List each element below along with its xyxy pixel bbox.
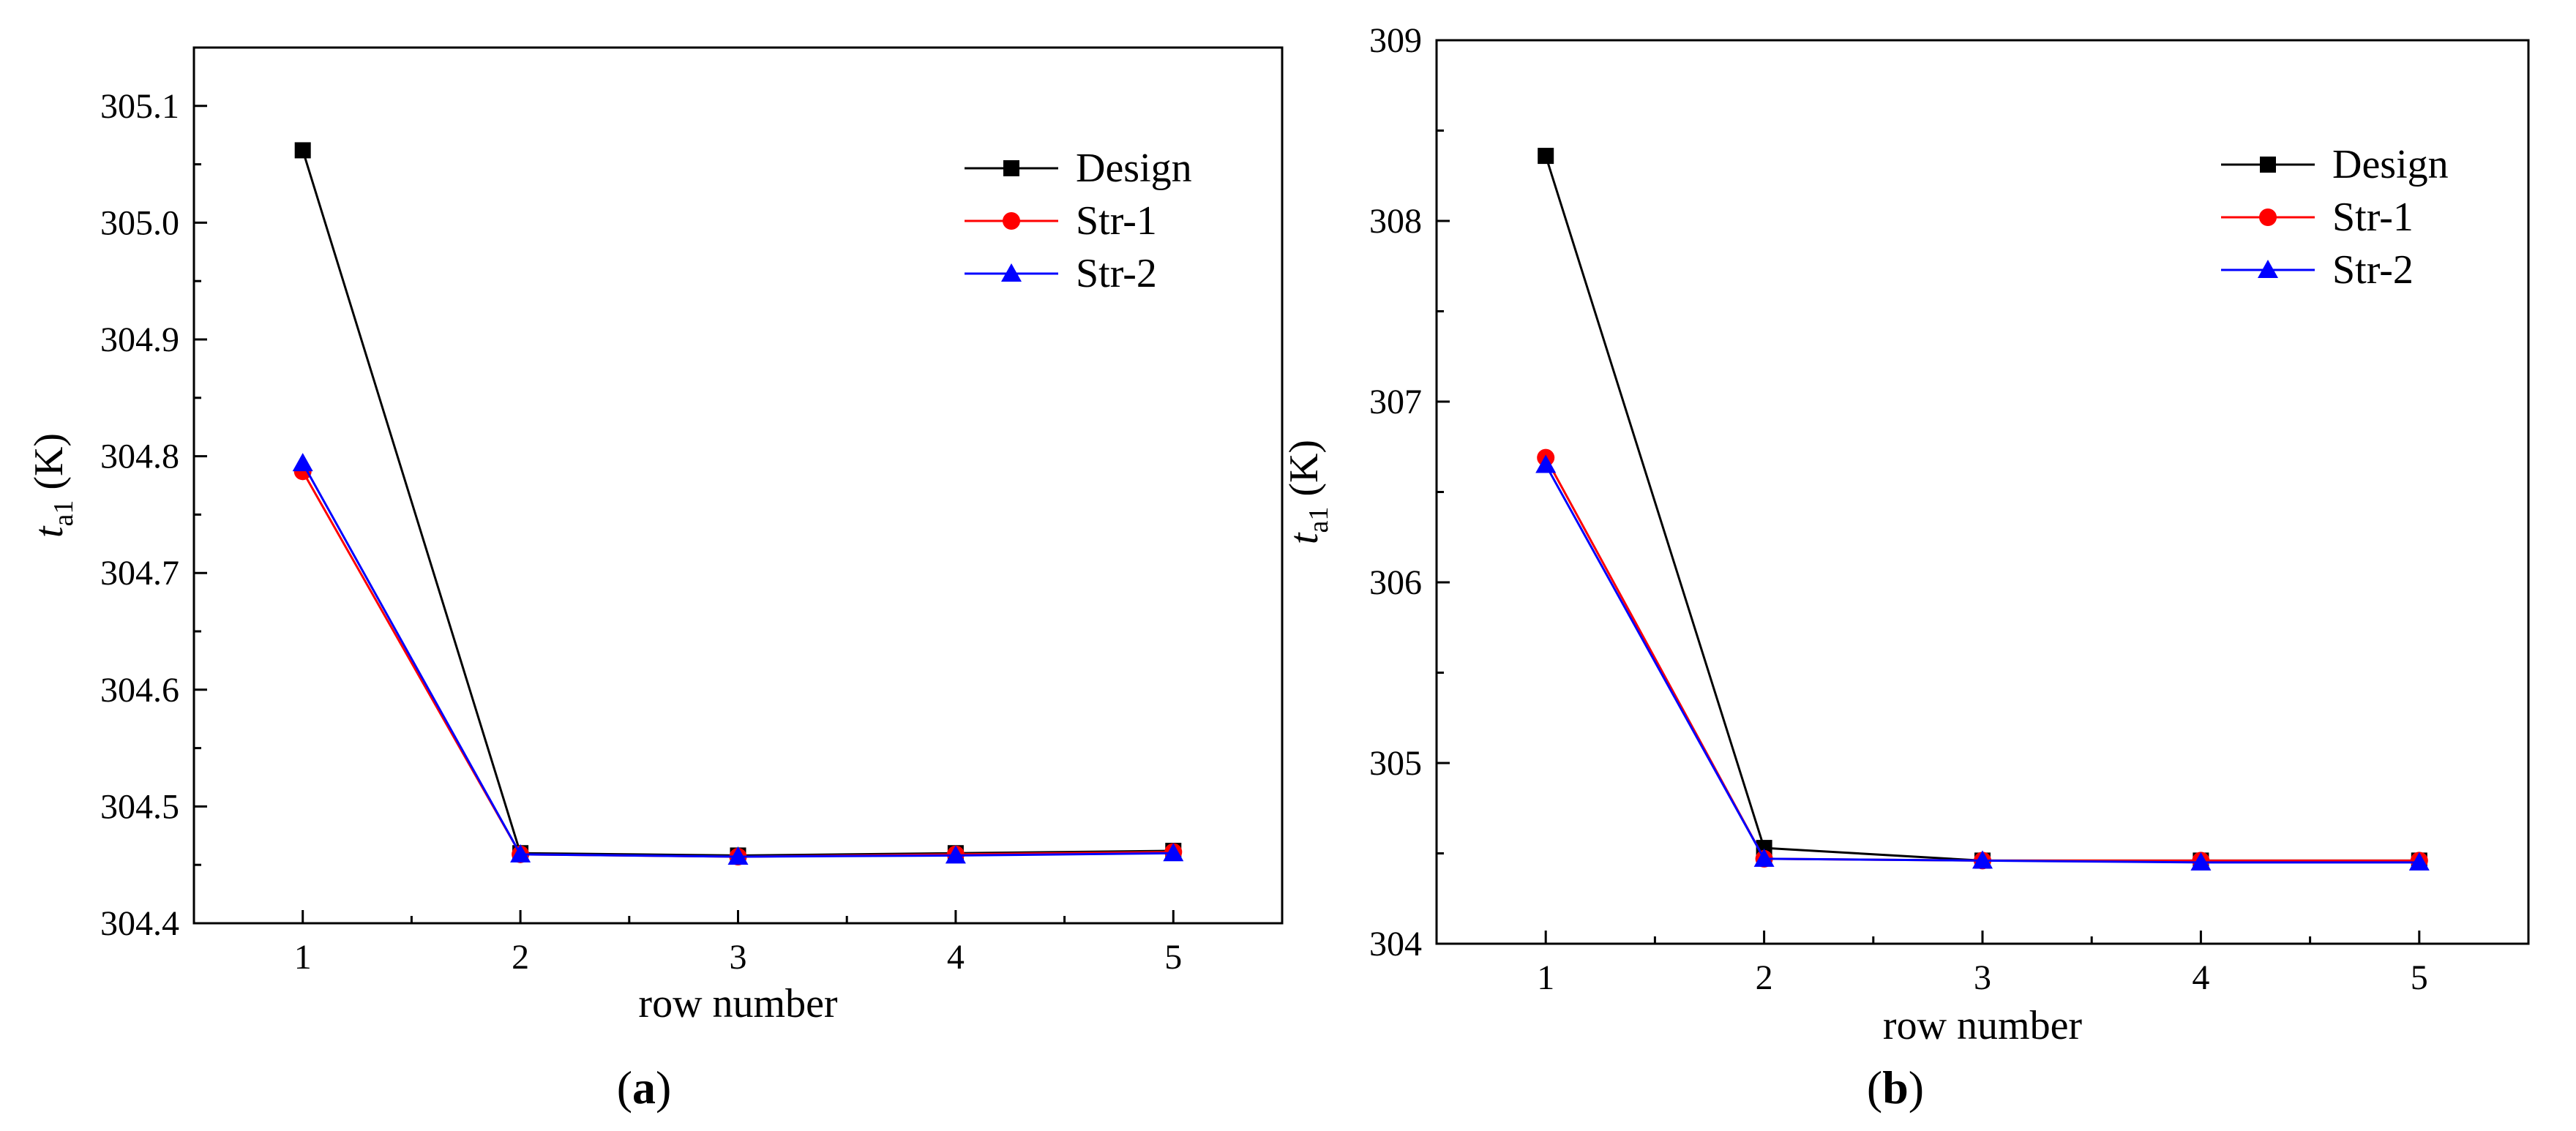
panel-caption-open: ( (617, 1062, 632, 1113)
chart-panel-a: 304.4 304.5 304.6 304.7 304.8 304.9 305.0 305.1… (26, 46, 1284, 1113)
data-point-str-2 (1972, 850, 1993, 869)
panel-caption: (b) (1867, 1062, 1924, 1113)
panel-caption-close: ) (1909, 1062, 1924, 1113)
data-point-str-2 (2190, 852, 2212, 871)
y-axis-title: ta1 (K) (1281, 440, 1334, 544)
legend-marker-str-1 (2259, 208, 2277, 226)
y-tick-label: 309 (1369, 21, 1422, 60)
series-line-str-2 (302, 462, 1174, 858)
x-tick-label: 1 (1537, 958, 1554, 997)
series-line-str-2 (1544, 464, 2419, 864)
legend-marker-design (2260, 157, 2276, 173)
legend-label-str-1: Str-1 (2332, 195, 2414, 240)
y-tick-label: 307 (1369, 383, 1422, 421)
data-point-design (1538, 148, 1554, 165)
y-tick-label: 304.9 (100, 320, 179, 359)
data-point-str-2 (1163, 843, 1184, 862)
panel-caption-close: ) (656, 1062, 671, 1113)
y-axis-title-unit: (K) (1281, 440, 1327, 497)
data-point-str-2 (2408, 852, 2430, 871)
data-point-str-2 (292, 453, 313, 472)
y-axis-title-subscript: a1 (1303, 507, 1334, 533)
legend-label-str-2: Str-2 (2332, 247, 2414, 293)
y-tick-label: 304 (1369, 925, 1422, 963)
data-point-str-2 (1535, 454, 1557, 473)
x-tick-label: 4 (2192, 958, 2209, 997)
legend: Design Str-1 Str-2 (2221, 142, 2449, 293)
series-line-str-1 (1544, 456, 2419, 862)
y-tick-label: 304.8 (100, 437, 179, 476)
x-tick-label: 4 (947, 938, 965, 977)
y-tick-label: 305.1 (100, 87, 179, 126)
legend-label-design: Design (1076, 146, 1192, 191)
y-tick-label: 304.6 (100, 671, 179, 710)
data-point-str-2 (510, 843, 531, 863)
y-tick-label: 304.5 (100, 787, 179, 826)
legend-marker-str-1 (1003, 212, 1020, 230)
legend-label-design: Design (2332, 142, 2449, 187)
y-tick-label: 304.7 (100, 554, 179, 593)
x-axis-title: row number (638, 981, 838, 1026)
panel-caption-open: ( (1867, 1062, 1882, 1113)
y-axis-title-symbol: t (26, 525, 72, 538)
y-tick-label: 305.0 (100, 203, 179, 242)
legend-marker-str-2 (1001, 263, 1022, 282)
y-axis-title-text: ta1 (K) (26, 433, 79, 538)
panel-caption-letter: b (1882, 1062, 1909, 1113)
x-axis-title: row number (1883, 1003, 2083, 1048)
y-axis-title-unit: (K) (26, 433, 72, 490)
y-tick-label: 305 (1369, 744, 1422, 783)
x-tick-label: 2 (1756, 958, 1773, 997)
y-axis-title-text: ta1 (K) (1281, 440, 1334, 544)
legend-marker-str-2 (2258, 260, 2278, 278)
legend-label-str-2: Str-2 (1076, 251, 1157, 296)
chart-panel-b: 304 305 306 307 308 309 1 2 3 4 5 row number ta1 (K) D… (1281, 21, 2530, 1113)
series-line-str-1 (302, 470, 1174, 858)
data-point-design (294, 142, 311, 159)
x-tick-label: 2 (512, 938, 529, 977)
data-point-str-2 (945, 845, 966, 864)
y-axis-title-subscript: a1 (48, 500, 79, 527)
series-line-design (302, 150, 1174, 857)
y-tick-label: 306 (1369, 563, 1422, 602)
x-tick-label: 3 (730, 938, 747, 977)
data-point-str-2 (727, 846, 749, 865)
y-axis-title-symbol: t (1281, 532, 1327, 544)
x-tick-label: 5 (2411, 958, 2428, 997)
panel-caption-letter: a (632, 1062, 656, 1113)
series-line-design (1544, 155, 2419, 862)
x-tick-label: 5 (1164, 938, 1182, 977)
legend: Design Str-1 Str-2 (965, 146, 1192, 296)
x-tick-label: 1 (294, 938, 312, 977)
legend-marker-design (1003, 160, 1019, 176)
y-axis-title: ta1 (K) (26, 433, 79, 538)
x-tick-label: 3 (1974, 958, 1991, 997)
data-point-str-2 (1753, 848, 1775, 867)
panel-caption: (a) (617, 1062, 672, 1113)
legend-label-str-1: Str-1 (1076, 198, 1157, 244)
y-tick-label: 308 (1369, 202, 1422, 241)
y-tick-label: 304.4 (100, 904, 179, 943)
